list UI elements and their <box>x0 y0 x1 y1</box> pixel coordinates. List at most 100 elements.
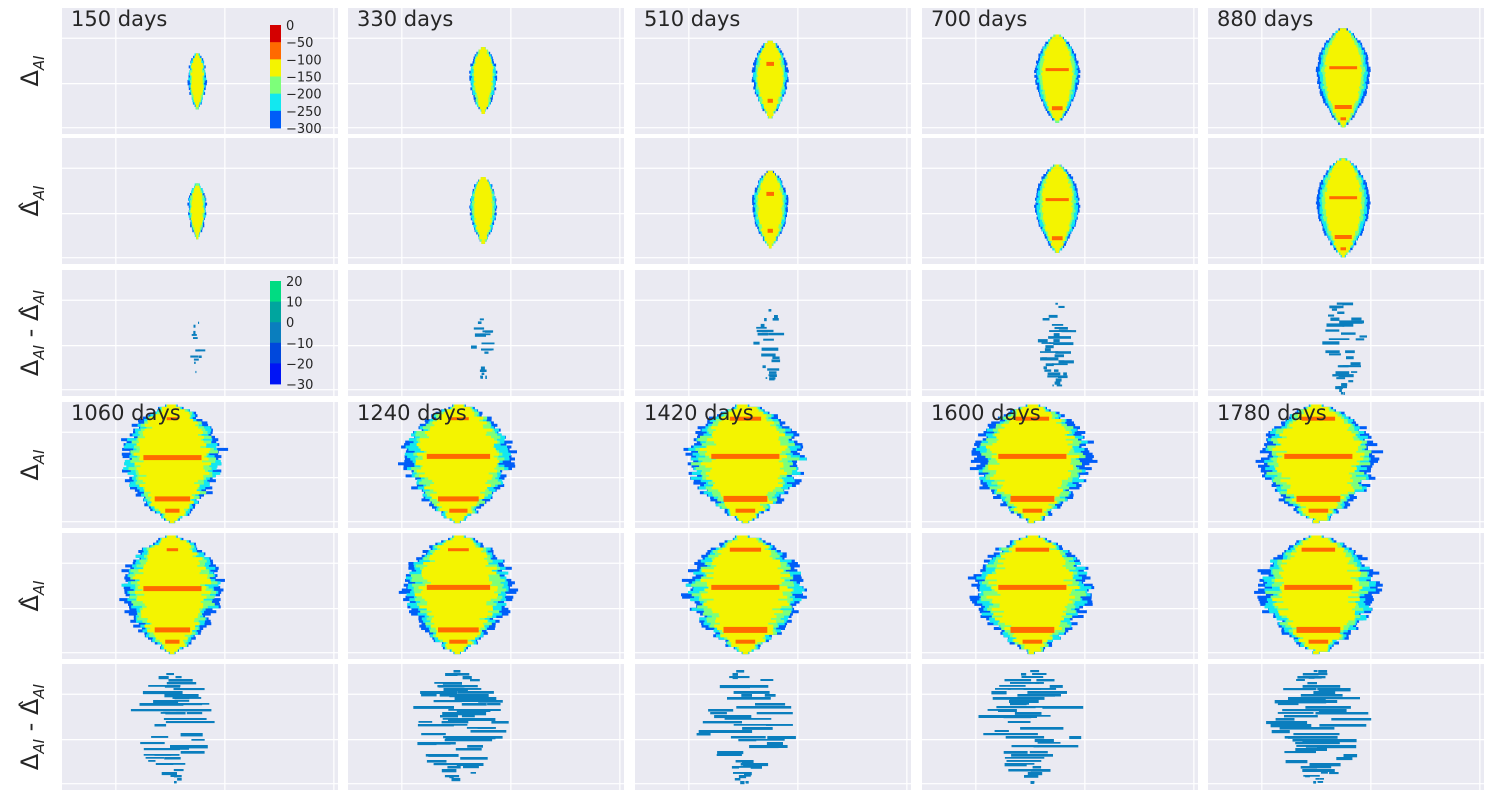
contour-strip <box>478 229 489 233</box>
contour-strip <box>1028 535 1038 539</box>
contour-strip <box>141 610 200 614</box>
contour-strip <box>713 576 781 580</box>
contour-strip <box>706 574 791 578</box>
contour-strip <box>1005 557 1064 561</box>
contour-strip <box>192 195 202 199</box>
contour-strip <box>422 588 498 592</box>
difference-patch <box>1040 357 1059 361</box>
difference-patch <box>1058 327 1068 330</box>
contour-strip <box>194 188 201 192</box>
contour-strip <box>478 101 489 105</box>
difference-patch <box>460 757 488 760</box>
difference-patch <box>451 778 461 782</box>
contour-strip <box>476 56 490 60</box>
contour-strip <box>761 223 779 227</box>
panel <box>348 664 624 790</box>
difference-patch <box>1283 688 1317 691</box>
difference-patch <box>731 766 739 769</box>
contour-strip <box>1055 249 1059 253</box>
difference-patch <box>474 333 486 337</box>
difference-patch <box>448 718 496 721</box>
contour-strip <box>431 581 493 585</box>
contour-strip <box>191 77 203 81</box>
contour-strip <box>1292 421 1344 425</box>
row-label: Δ̂AI <box>16 580 48 612</box>
contour-strip <box>765 45 776 49</box>
contour-strip <box>193 60 201 64</box>
contour-strip <box>1324 203 1362 207</box>
contour-strip <box>1050 242 1064 246</box>
colorbar-segment <box>270 25 281 43</box>
contour-strip <box>759 88 781 92</box>
difference-patch <box>1320 772 1328 774</box>
contour-strip <box>134 462 212 466</box>
difference-patch <box>740 763 761 766</box>
contour-strip <box>1278 605 1355 609</box>
difference-patch <box>447 766 461 769</box>
contour-strip <box>143 564 198 568</box>
contour-strip <box>995 457 1071 461</box>
difference-patch <box>1334 305 1344 309</box>
difference-patch <box>1053 342 1074 346</box>
difference-patch <box>151 736 169 738</box>
contour-strip <box>767 40 773 44</box>
contour-strip <box>758 199 783 203</box>
difference-patch <box>445 673 458 676</box>
contour-strip <box>192 75 203 79</box>
time-label: 1240 days <box>357 401 467 425</box>
contour-strip <box>731 409 759 413</box>
difference-patch <box>766 724 793 726</box>
colorbar: 0 −50 −100 −150 −200 −250 −300 <box>270 19 322 137</box>
difference-patch <box>165 721 215 724</box>
contour-strip <box>1291 624 1344 628</box>
contour-strip <box>1335 163 1352 167</box>
contour-strip <box>1327 93 1359 97</box>
contour-strip <box>452 517 464 521</box>
contour-strip <box>720 634 765 638</box>
contour-strip <box>1286 481 1348 485</box>
contour-strip <box>997 590 1071 594</box>
contour-strip <box>1043 84 1072 88</box>
colorbar-tick-label: −150 <box>286 71 322 86</box>
contour-strip <box>1051 240 1063 244</box>
difference-patch <box>479 318 484 321</box>
contour-strip <box>479 51 487 55</box>
difference-patch <box>991 691 1007 695</box>
difference-patch <box>764 318 767 322</box>
contour-strip <box>991 450 1070 454</box>
contour-strip <box>1047 100 1067 104</box>
contour-strip <box>727 411 763 415</box>
contour-strip <box>718 554 770 558</box>
panel <box>922 533 1198 659</box>
contour-strip <box>419 474 493 478</box>
contour-strip <box>1041 207 1073 211</box>
difference-patch <box>143 748 180 751</box>
difference-patch <box>1047 375 1059 378</box>
contour-strip <box>1278 462 1360 466</box>
contour-strip <box>1325 199 1362 203</box>
contour-strip <box>136 598 204 602</box>
time-label: 700 days <box>931 7 1027 31</box>
contour-strip <box>474 193 492 197</box>
contour-strip <box>716 443 781 447</box>
difference-patch <box>1004 757 1045 759</box>
contour-strip <box>1308 537 1329 541</box>
contour-strip <box>195 106 199 110</box>
panel: 1780 days <box>1208 401 1484 528</box>
contour-strip <box>427 602 487 606</box>
contour-stripe <box>766 191 774 196</box>
contour-strip <box>481 110 486 114</box>
difference-patch <box>470 772 476 774</box>
difference-patch <box>471 345 477 349</box>
contour-strip <box>1326 211 1361 215</box>
contour-stripe <box>729 416 762 421</box>
contour-strip <box>996 440 1073 444</box>
difference-patch <box>702 721 742 724</box>
contour-strip <box>985 445 1073 449</box>
contour-strip <box>716 564 781 568</box>
contour-strip <box>1042 216 1072 220</box>
contour-strip <box>1280 564 1355 568</box>
difference-patch <box>1336 757 1353 761</box>
difference-patch <box>461 715 475 718</box>
contour-strip <box>1043 204 1072 208</box>
